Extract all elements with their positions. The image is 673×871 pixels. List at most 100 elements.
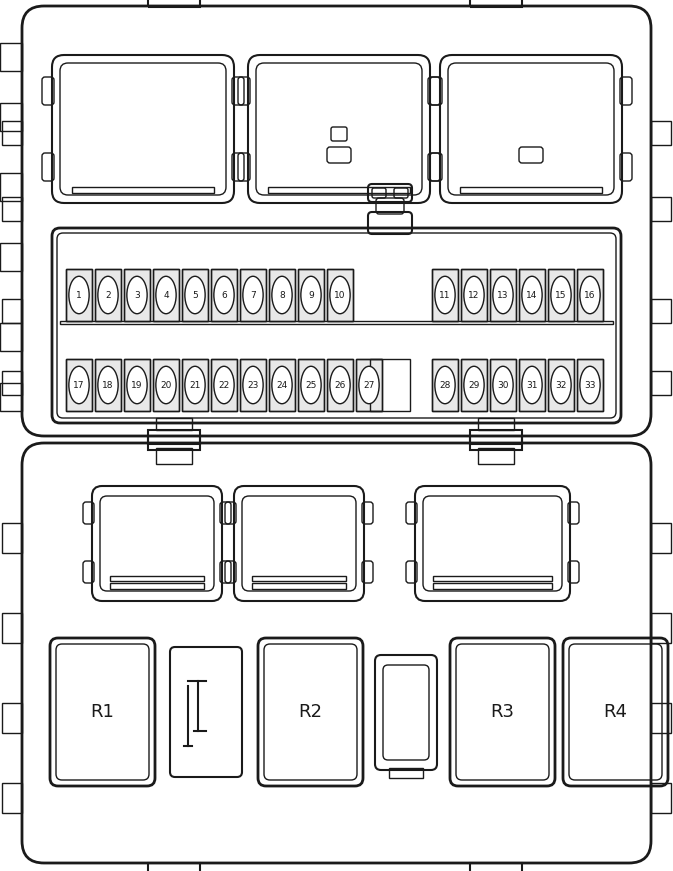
Ellipse shape — [185, 367, 205, 404]
Ellipse shape — [551, 276, 571, 314]
Bar — [124, 359, 150, 411]
Bar — [327, 269, 353, 321]
Bar — [60, 321, 613, 324]
Ellipse shape — [301, 367, 321, 404]
Bar — [2, 523, 22, 553]
Bar — [153, 269, 179, 321]
Text: 24: 24 — [277, 381, 287, 389]
Text: 30: 30 — [497, 381, 509, 389]
Ellipse shape — [272, 367, 292, 404]
Bar — [651, 783, 671, 813]
Bar — [252, 583, 346, 589]
Ellipse shape — [580, 367, 600, 404]
Bar — [268, 187, 410, 193]
Text: 33: 33 — [584, 381, 596, 389]
Text: 18: 18 — [102, 381, 114, 389]
Ellipse shape — [156, 276, 176, 314]
Bar — [490, 269, 516, 321]
Text: 31: 31 — [526, 381, 538, 389]
Text: 26: 26 — [334, 381, 346, 389]
Ellipse shape — [330, 276, 350, 314]
Bar — [95, 269, 121, 321]
Text: 4: 4 — [163, 291, 169, 300]
Bar — [470, 430, 522, 444]
Bar — [211, 359, 237, 411]
Bar — [66, 269, 92, 321]
Bar — [2, 613, 22, 643]
Bar — [153, 359, 179, 411]
Text: R3: R3 — [491, 703, 514, 721]
Bar — [470, 863, 522, 871]
Bar — [124, 359, 150, 411]
Bar — [0, 173, 22, 201]
Bar — [548, 359, 574, 411]
Ellipse shape — [214, 276, 234, 314]
Text: 12: 12 — [468, 291, 480, 300]
Ellipse shape — [98, 367, 118, 404]
Bar — [269, 359, 295, 411]
Bar — [182, 269, 208, 321]
Bar — [651, 299, 671, 323]
Bar — [2, 197, 22, 221]
Bar — [240, 359, 266, 411]
Bar — [124, 269, 150, 321]
Bar — [2, 121, 22, 145]
Bar — [519, 269, 545, 321]
Ellipse shape — [127, 367, 147, 404]
Bar — [0, 243, 22, 271]
Ellipse shape — [330, 367, 350, 404]
Bar — [577, 359, 603, 411]
Bar — [95, 359, 121, 411]
Text: 2: 2 — [105, 291, 111, 300]
Bar — [490, 269, 516, 321]
Bar — [269, 269, 295, 321]
Ellipse shape — [493, 367, 513, 404]
Bar — [110, 583, 204, 589]
Bar — [356, 359, 382, 411]
Text: 15: 15 — [555, 291, 567, 300]
Bar — [269, 359, 295, 411]
Text: 7: 7 — [250, 291, 256, 300]
Ellipse shape — [464, 276, 484, 314]
Ellipse shape — [551, 367, 571, 404]
Bar — [211, 269, 237, 321]
Bar — [110, 576, 204, 581]
Ellipse shape — [522, 367, 542, 404]
Bar — [0, 323, 22, 351]
Bar — [470, 0, 522, 7]
Bar — [478, 418, 514, 430]
Bar — [2, 299, 22, 323]
Bar — [0, 383, 22, 411]
Ellipse shape — [435, 276, 455, 314]
Bar — [148, 0, 200, 7]
Ellipse shape — [243, 276, 263, 314]
Bar — [95, 269, 121, 321]
Bar — [519, 359, 545, 411]
Bar — [156, 418, 192, 430]
Text: 9: 9 — [308, 291, 314, 300]
Bar — [95, 359, 121, 411]
Bar — [651, 121, 671, 145]
Ellipse shape — [98, 276, 118, 314]
Text: 19: 19 — [131, 381, 143, 389]
Ellipse shape — [522, 276, 542, 314]
Bar — [356, 359, 382, 411]
Ellipse shape — [243, 367, 263, 404]
Ellipse shape — [301, 276, 321, 314]
Bar — [548, 269, 574, 321]
Bar — [432, 269, 458, 321]
Bar — [478, 448, 514, 464]
Text: 5: 5 — [192, 291, 198, 300]
Bar — [2, 783, 22, 813]
Bar — [298, 269, 324, 321]
Bar — [370, 359, 410, 411]
Bar — [66, 359, 92, 411]
Text: 10: 10 — [334, 291, 346, 300]
Ellipse shape — [359, 367, 379, 404]
Bar — [519, 359, 545, 411]
Text: 17: 17 — [73, 381, 85, 389]
Bar — [461, 359, 487, 411]
Bar — [327, 269, 353, 321]
Text: 3: 3 — [134, 291, 140, 300]
Text: 8: 8 — [279, 291, 285, 300]
